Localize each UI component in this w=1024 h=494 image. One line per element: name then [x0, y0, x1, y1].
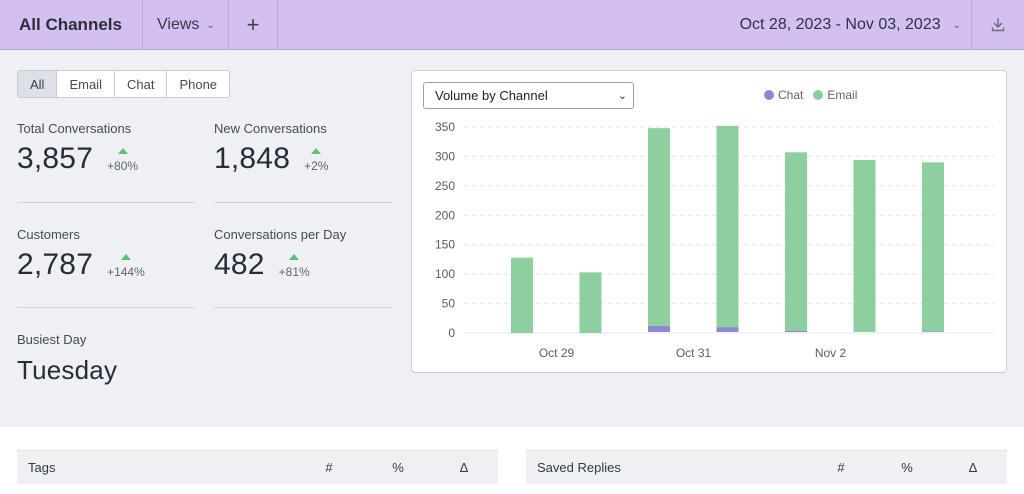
stat-value: Tuesday: [17, 355, 118, 385]
stat-label: Total Conversations: [17, 121, 132, 136]
top-bar: All Channels Views ⌄ + Oct 28, 2023 - No…: [0, 0, 1024, 50]
legend-item-chat[interactable]: Chat: [764, 88, 803, 102]
stat-label: Customers: [17, 227, 80, 242]
divider: [214, 202, 392, 203]
column-percent[interactable]: %: [901, 460, 913, 475]
column-delta[interactable]: Δ: [968, 460, 978, 475]
chart-legend: Chat Email: [764, 88, 867, 102]
stat-change-value: +144%: [107, 265, 145, 279]
stat-value: 3,857: [17, 142, 94, 175]
chart-type-select-value: Volume by Channel: [435, 88, 548, 103]
stat-busiest-day: Busiest Day Tuesday: [17, 332, 195, 386]
y-tick-label: 350: [435, 120, 455, 134]
chevron-down-icon: ⌄: [206, 19, 215, 31]
triangle-up-icon: [120, 254, 131, 260]
tags-table-title: Tags: [28, 460, 56, 475]
stat-value: 1,848: [214, 142, 291, 175]
stat-change-value: +80%: [107, 159, 139, 173]
y-tick-label: 50: [442, 297, 456, 311]
column-count[interactable]: #: [837, 460, 845, 475]
triangle-up-icon: [311, 148, 322, 154]
bar-email: [579, 272, 602, 333]
bar-chat: [648, 325, 670, 332]
triangle-up-icon: [117, 148, 128, 154]
add-view-button[interactable]: +: [228, 0, 278, 50]
tags-table-header: Tags # % Δ: [17, 450, 498, 484]
y-tick-label: 250: [435, 179, 455, 193]
page-title: All Channels: [19, 15, 122, 34]
stat-change: +144%: [107, 254, 145, 279]
download-icon: [991, 18, 1005, 32]
triangle-up-icon: [289, 254, 300, 260]
views-dropdown[interactable]: Views ⌄: [142, 0, 228, 50]
bar-chat: [716, 327, 739, 332]
stat-label: New Conversations: [214, 121, 327, 136]
bar-email: [648, 128, 670, 326]
legend-label: Chat: [778, 88, 804, 102]
filter-tab-all[interactable]: All: [18, 71, 57, 97]
stat-label: Conversations per Day: [214, 227, 347, 242]
y-tick-label: 100: [435, 267, 455, 281]
divider: [214, 307, 392, 308]
stat-change-value: +81%: [278, 265, 310, 279]
date-range-picker[interactable]: Oct 28, 2023 - Nov 03, 2023 ⌄: [700, 0, 972, 50]
x-tick-label: Oct 31: [676, 346, 712, 360]
y-tick-label: 300: [435, 149, 455, 163]
stat-label: Busiest Day: [17, 332, 87, 347]
plus-icon: +: [246, 12, 260, 37]
y-tick-label: 0: [448, 326, 455, 340]
stat-change: +80%: [107, 148, 138, 173]
x-tick-label: Nov 2: [815, 346, 847, 360]
stat-value: 2,787: [17, 248, 94, 281]
bar-email: [853, 159, 876, 332]
column-delta[interactable]: Δ: [459, 460, 469, 475]
stat-new-conversations: New Conversations 1,848 +2%: [214, 121, 392, 176]
channel-filter-tabs: All Email Chat Phone: [17, 70, 231, 98]
stat-change-value: +2%: [304, 159, 329, 173]
volume-chart-card: 0 50 100 150 200 250 300 350 Oct 29 Oct 31 Nov 2 V…: [411, 70, 1007, 373]
legend-label: Email: [827, 88, 858, 102]
bar-chat: [922, 331, 944, 332]
chart-type-select[interactable]: Volume by Channel ⌄: [423, 82, 634, 109]
column-percent[interactable]: %: [392, 460, 404, 475]
saved-replies-table-header: Saved Replies # % Δ: [526, 450, 1007, 484]
bar-email: [785, 152, 807, 331]
filter-tab-email[interactable]: Email: [56, 71, 114, 97]
divider: [17, 202, 195, 203]
column-count[interactable]: #: [325, 460, 333, 475]
legend-dot: [764, 90, 774, 100]
filter-tab-phone[interactable]: Phone: [166, 71, 229, 97]
stat-change: +2%: [304, 148, 328, 173]
y-tick-label: 200: [435, 208, 455, 222]
chevron-down-icon: ⌄: [952, 19, 961, 31]
legend-dot: [813, 90, 824, 100]
date-range-label: Oct 28, 2023 - Nov 03, 2023: [739, 16, 941, 33]
filter-tab-chat[interactable]: Chat: [113, 71, 166, 97]
x-tick-label: Oct 29: [539, 346, 575, 360]
stat-value: 482: [214, 248, 265, 281]
bar-email: [922, 162, 944, 332]
views-label: Views: [157, 16, 200, 33]
divider: [17, 307, 195, 308]
bar-email: [716, 125, 739, 328]
saved-replies-table-title: Saved Replies: [537, 460, 621, 475]
legend-item-email[interactable]: Email: [813, 88, 857, 102]
y-tick-label: 150: [435, 238, 455, 252]
chevron-down-icon: ⌄: [617, 90, 627, 102]
bar-chat: [785, 330, 807, 332]
download-button[interactable]: [972, 0, 1024, 50]
stat-total-conversations: Total Conversations 3,857 +80%: [17, 121, 195, 176]
stat-change: +81%: [279, 254, 310, 279]
stat-customers: Customers 2,787 +144%: [17, 227, 195, 282]
volume-chart: 0 50 100 150 200 250 300 350 Oct 29 Oct 31 Nov 2: [435, 120, 994, 360]
stat-conversations-per-day: Conversations per Day 482 +81%: [214, 227, 392, 282]
bar-email: [511, 257, 533, 333]
